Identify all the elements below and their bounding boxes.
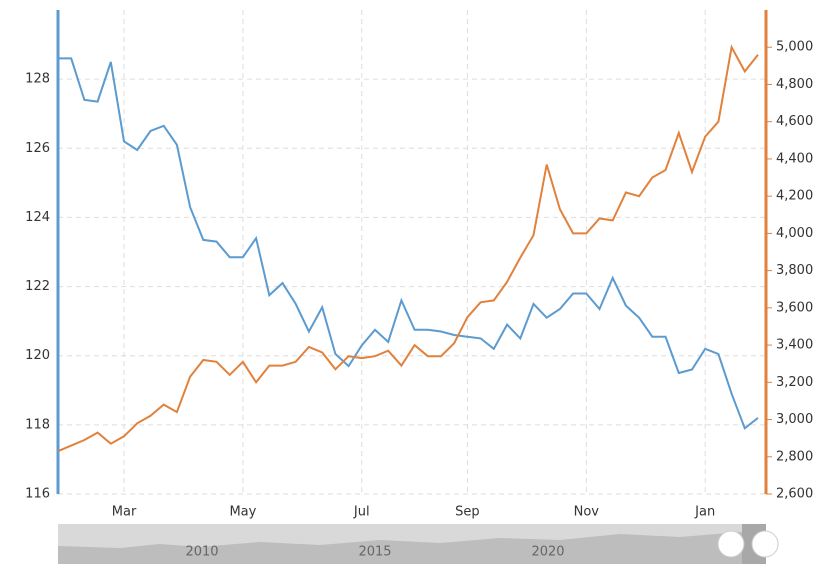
navigator-handle[interactable] <box>717 530 745 558</box>
navigator-label: 2015 <box>358 545 391 560</box>
y2-tick-label: 4,800 <box>776 77 813 92</box>
y-tick-label: 124 <box>25 210 50 225</box>
y2-tick-label: 4,400 <box>776 151 813 166</box>
y-tick-label: 118 <box>25 417 50 432</box>
navigator-labels: 2010 2015 2020 <box>185 545 564 560</box>
y2-tick-label: 4,600 <box>776 114 813 129</box>
y2-tick-label: 4,200 <box>776 189 813 204</box>
y2-tick-label: 5,000 <box>776 40 813 55</box>
y-tick-label: 120 <box>25 348 50 363</box>
y-tick-label: 126 <box>25 141 50 156</box>
x-tick-label: May <box>229 505 256 520</box>
y2-tick-label: 3,800 <box>776 263 813 278</box>
y2-tick-label: 3,000 <box>776 412 813 427</box>
x-tick-label: Nov <box>574 505 600 520</box>
y2-tick-label: 4,000 <box>776 226 813 241</box>
x-tick-label: Sep <box>455 505 480 520</box>
x-tick-label: Jan <box>694 505 715 520</box>
y2-tick-label: 3,400 <box>776 338 813 353</box>
navigator-label: 2010 <box>185 545 218 560</box>
navigator-label: 2020 <box>531 545 564 560</box>
y-tick-label: 116 <box>25 487 50 502</box>
y-tick-label: 128 <box>25 72 50 87</box>
navigator-handle[interactable] <box>751 530 779 558</box>
x-tick-label: Mar <box>112 505 137 520</box>
series-line <box>58 57 759 430</box>
navigator-area <box>58 532 766 564</box>
y-tick-label: 122 <box>25 279 50 294</box>
y2-tick-label: 3,200 <box>776 375 813 390</box>
y2-tick-label: 2,600 <box>776 487 813 502</box>
y2-tick-label: 3,600 <box>776 300 813 315</box>
x-tick-label: Jul <box>353 505 370 520</box>
series-line <box>57 44 759 453</box>
y2-tick-label: 2,800 <box>776 449 813 464</box>
